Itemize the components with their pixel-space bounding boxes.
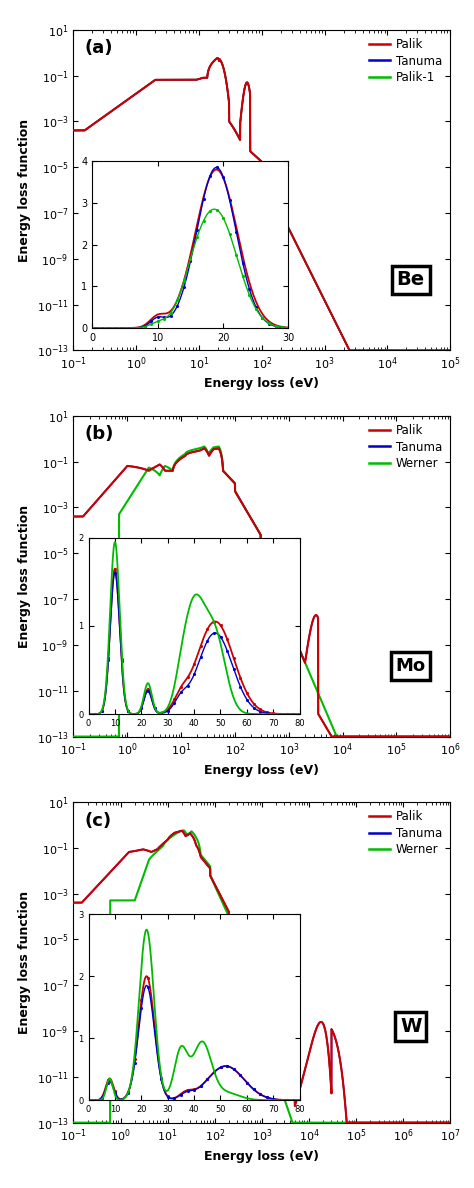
Y-axis label: Energy loss function: Energy loss function — [18, 505, 31, 647]
Text: (a): (a) — [85, 39, 113, 57]
X-axis label: Energy loss (eV): Energy loss (eV) — [204, 764, 319, 777]
Y-axis label: Energy loss function: Energy loss function — [18, 891, 31, 1034]
Text: Be: Be — [397, 271, 425, 290]
Legend: Palik, Tanuma, Werner: Palik, Tanuma, Werner — [366, 422, 445, 473]
Legend: Palik, Tanuma, Palik-1: Palik, Tanuma, Palik-1 — [366, 36, 445, 87]
Legend: Palik, Tanuma, Werner: Palik, Tanuma, Werner — [366, 808, 445, 859]
X-axis label: Energy loss (eV): Energy loss (eV) — [204, 1150, 319, 1163]
X-axis label: Energy loss (eV): Energy loss (eV) — [204, 378, 319, 391]
Text: W: W — [400, 1017, 421, 1036]
Text: (c): (c) — [85, 811, 112, 829]
Y-axis label: Energy loss function: Energy loss function — [18, 119, 31, 261]
Text: (b): (b) — [85, 425, 114, 443]
Text: Mo: Mo — [396, 657, 426, 675]
